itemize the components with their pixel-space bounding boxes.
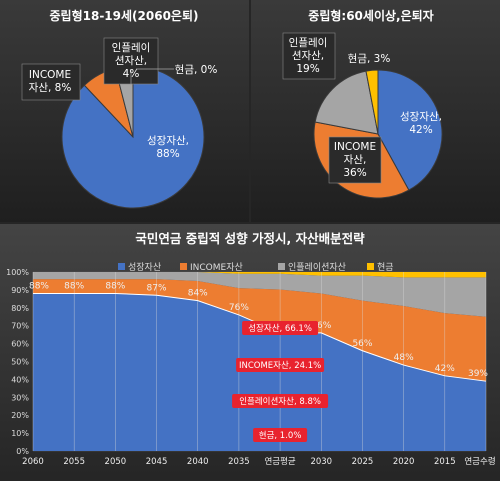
pie-slice-1-2 — [314, 70, 379, 135]
legend-label-2: 인플레이션자산 — [288, 262, 346, 273]
pie-label-0-3: 현금, 0% — [175, 64, 218, 76]
x-tick-label-3: 2045 — [146, 457, 168, 467]
legend-swatch-1 — [180, 263, 187, 270]
pie-label-0-1: INCOME 자산, 8% — [29, 69, 72, 94]
pie-label-box-1-2 — [282, 32, 336, 80]
top-value-label-7: 66% — [311, 321, 331, 331]
legend-swatch-0 — [118, 263, 125, 270]
area-chart-title: 국민연금 중립적 성향 가정시, 자산배분전략 — [135, 231, 365, 246]
pie-label-0-2: 인플레이 션자산, 4% — [112, 42, 151, 80]
top-value-label-9: 48% — [394, 353, 414, 363]
area-chart-panel: 국민연금 중립적 성향 가정시, 자산배분전략 성장자산 INCOME자산 인플레이션… — [0, 224, 500, 477]
y-tick-label-4: 40% — [11, 375, 29, 384]
top-value-label-8: 56% — [352, 339, 372, 349]
top-value-label-2: 88% — [105, 281, 125, 291]
callout-box-2 — [232, 394, 329, 408]
area-series-1 — [33, 279, 486, 382]
callout-box-3 — [253, 428, 308, 442]
y-tick-label-0: 0% — [16, 447, 29, 456]
x-tick-label-10: 2015 — [434, 457, 456, 467]
area-series-2 — [33, 272, 486, 317]
y-tick-label-8: 80% — [11, 304, 29, 313]
x-tick-label-5: 2035 — [228, 457, 250, 467]
y-tick-label-1: 10% — [11, 429, 29, 438]
y-tick-label-2: 20% — [11, 411, 29, 420]
legend-swatch-2 — [278, 263, 285, 270]
y-tick-label-5: 50% — [11, 358, 29, 367]
pie-slice-1-0 — [377, 69, 443, 191]
y-tick-label-7: 70% — [11, 322, 29, 331]
pie-label-0-0: 성장자산, 88% — [147, 135, 189, 160]
pie-label-1-2: 인플레이 션자산, 19% — [289, 37, 328, 75]
y-tick-label-6: 60% — [11, 340, 29, 349]
top-value-label-1: 88% — [64, 281, 84, 291]
top-value-label-11: 39% — [468, 369, 488, 379]
pie-chart-young: 중립형18-19세(2060은퇴) 성장자산, 88% INCOME 자산, 8% 인플레… — [21, 8, 218, 209]
x-tick-label-11: 연금수령 — [464, 456, 495, 467]
top-value-label-0: 88% — [29, 281, 49, 291]
top-value-label-3: 87% — [147, 283, 167, 293]
y-tick-label-3: 30% — [11, 393, 29, 402]
pie-chart-panel-young: 중립형18-19세(2060은퇴) 성장자산, 88% INCOME 자산, 8% 인플레… — [0, 0, 249, 222]
y-tick-label-10: 100% — [6, 268, 29, 277]
x-tick-label-8: 2025 — [352, 457, 374, 467]
x-tick-label-6: 연금평균 — [264, 456, 295, 467]
x-tick-label-4: 2040 — [187, 457, 209, 467]
callout-label-3: 현금, 1.0% — [259, 431, 302, 441]
pie-label-box-1-1 — [328, 136, 382, 184]
x-tick-label-7: 2030 — [310, 457, 332, 467]
callout-label-0: 성장자산, 66.1% — [248, 323, 312, 334]
x-tick-label-2: 2050 — [105, 457, 127, 467]
callout-box-1 — [236, 358, 325, 372]
pie-slice-1-3 — [365, 69, 379, 135]
pie-label-1-1: INCOME 자산, 36% — [334, 141, 376, 179]
area-series-3 — [33, 272, 486, 278]
x-tick-label-0: 2060 — [22, 457, 44, 467]
area-series-0 — [33, 293, 486, 451]
pie-label-1-3: 현금, 3% — [348, 53, 391, 65]
top-value-label-4: 84% — [188, 289, 208, 299]
top-value-label-5: 76% — [229, 303, 249, 313]
legend-label-3: 현금 — [377, 262, 394, 273]
top-value-label-10: 42% — [435, 364, 455, 374]
callout-label-1: INCOME자산, 24.1% — [239, 360, 321, 371]
pie-label-box-0-1 — [21, 63, 81, 101]
pie-title-0: 중립형18-19세(2060은퇴) — [50, 8, 199, 23]
legend-label-0: 성장자산 — [128, 262, 161, 273]
x-tick-label-1: 2055 — [63, 457, 85, 467]
legend-label-1: INCOME자산 — [190, 262, 243, 273]
callout-box-0 — [242, 321, 319, 335]
x-tick-label-9: 2020 — [393, 457, 415, 467]
legend-swatch-3 — [367, 263, 374, 270]
y-tick-label-9: 90% — [11, 286, 29, 295]
callout-label-2: 인플레이션자산, 8.8% — [239, 396, 321, 407]
pie-label-1-0: 성장자산, 42% — [400, 111, 442, 136]
pie-title-1: 중립형:60세이상,은퇴자 — [308, 8, 433, 23]
